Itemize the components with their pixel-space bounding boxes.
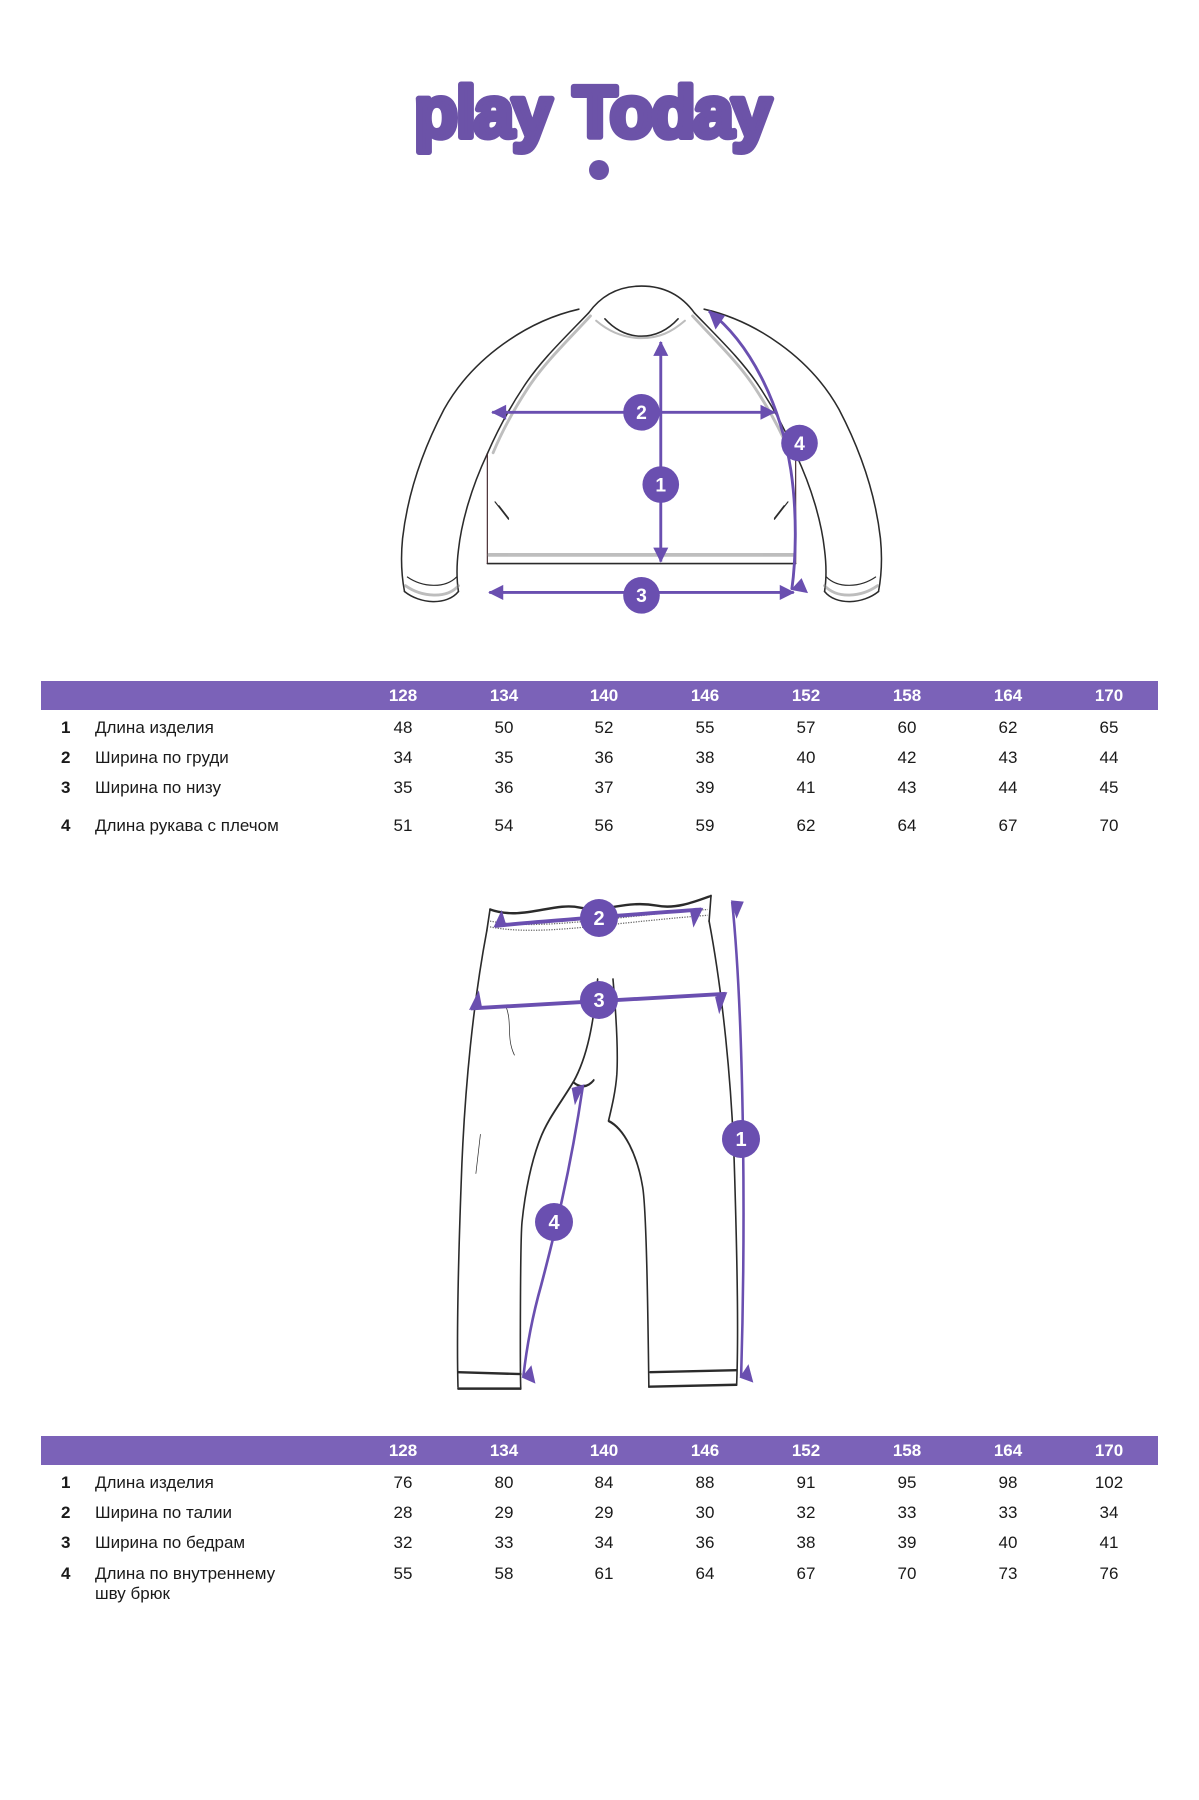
svg-text:play: play xyxy=(414,73,552,153)
svg-text:4: 4 xyxy=(548,1212,560,1234)
svg-text:Today: Today xyxy=(573,73,772,153)
svg-text:2: 2 xyxy=(593,908,604,930)
svg-text:3: 3 xyxy=(636,586,647,607)
svg-text:1: 1 xyxy=(735,1129,746,1151)
svg-text:3: 3 xyxy=(593,990,604,1012)
svg-text:2: 2 xyxy=(636,403,647,424)
svg-text:1: 1 xyxy=(655,475,666,496)
svg-text:4: 4 xyxy=(794,434,805,455)
